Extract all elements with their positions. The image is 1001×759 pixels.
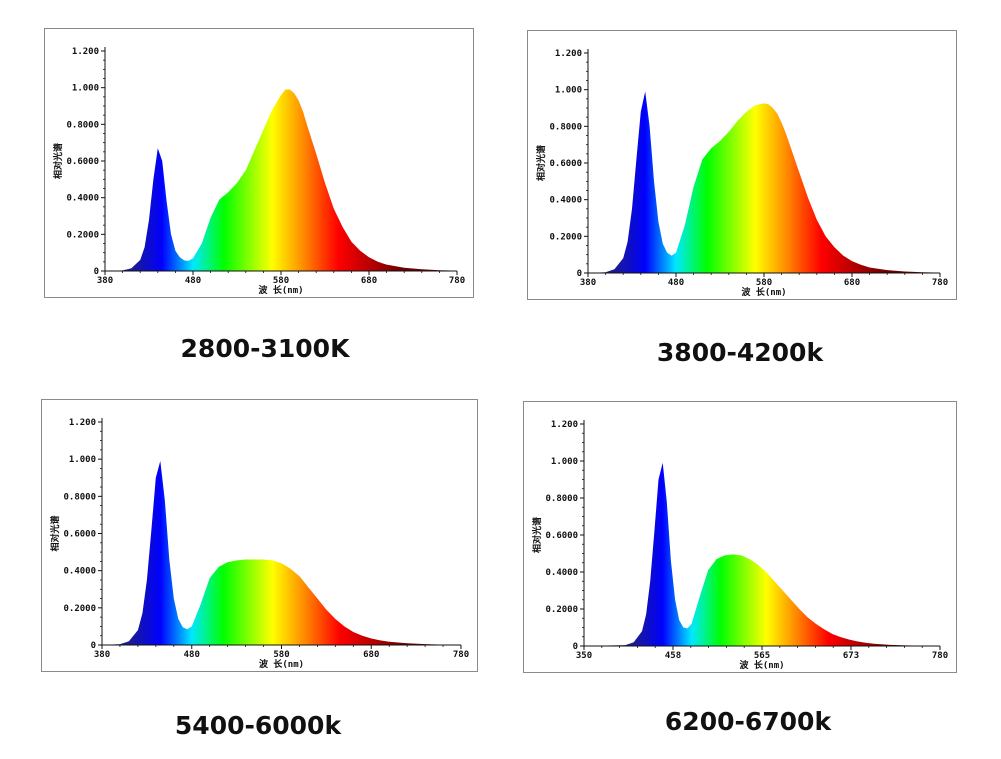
y-tick-label: 0.2000 bbox=[549, 232, 582, 242]
y-tick-label: 0.4000 bbox=[63, 567, 96, 577]
x-tick-label: 580 bbox=[273, 650, 289, 660]
spectrum-chart-2: 0 0.2000 0.4000 0.6000 0.8000 1.000 1.200 380 48… bbox=[535, 49, 948, 298]
y-tick-label: 0.6000 bbox=[66, 157, 99, 167]
y-tick-label: 1.200 bbox=[72, 47, 99, 57]
y-tick-label: 0.8000 bbox=[66, 120, 99, 130]
x-tick-label: 780 bbox=[449, 276, 465, 286]
y-tick-label: 1.000 bbox=[551, 457, 578, 467]
x-tick-label: 673 bbox=[843, 651, 859, 661]
x-tick-label: 380 bbox=[580, 278, 596, 288]
x-tick-label: 580 bbox=[756, 278, 772, 288]
chart-caption-3: 5400-6000k bbox=[174, 711, 342, 740]
spectrum-chart-1: 0 0.2000 0.4000 0.6000 0.8000 1.000 1.200 380 48… bbox=[52, 47, 465, 296]
y-tick-label: 0.8000 bbox=[549, 122, 582, 132]
y-tick-label: 1.200 bbox=[551, 420, 578, 430]
y-tick-label: 0.2000 bbox=[63, 604, 96, 614]
x-tick-label: 480 bbox=[185, 276, 201, 286]
y-tick-label: 0.8000 bbox=[63, 492, 96, 502]
y-tick-label: 0.2000 bbox=[66, 230, 99, 240]
x-tick-label: 350 bbox=[576, 651, 592, 661]
y-tick-label: 1.000 bbox=[72, 84, 99, 94]
y-tick-label: 0.6000 bbox=[545, 531, 578, 541]
chart-panel-2: 0 0.2000 0.4000 0.6000 0.8000 1.000 1.200 380 48… bbox=[527, 30, 957, 300]
y-tick-label: 0 bbox=[94, 267, 99, 277]
spectrum-area bbox=[105, 89, 457, 271]
x-tick-label: 580 bbox=[273, 276, 289, 286]
x-tick-label: 565 bbox=[754, 651, 770, 661]
x-tick-label: 780 bbox=[932, 278, 948, 288]
y-axis-label: 相对光谱 bbox=[531, 517, 543, 553]
x-axis-label: 波 长(nm) bbox=[258, 284, 303, 296]
x-tick-label: 780 bbox=[932, 651, 948, 661]
x-tick-label: 680 bbox=[363, 650, 379, 660]
spectrum-area bbox=[588, 91, 940, 273]
spectrum-chart-4: 0 0.2000 0.4000 0.6000 0.8000 1.000 1.200 350 45… bbox=[531, 420, 948, 671]
chart-panel-4: 0 0.2000 0.4000 0.6000 0.8000 1.000 1.200 350 45… bbox=[523, 401, 957, 673]
x-tick-label: 680 bbox=[844, 278, 860, 288]
y-tick-label: 1.200 bbox=[69, 418, 96, 428]
y-axis-label: 相对光谱 bbox=[52, 143, 64, 179]
y-tick-label: 0.6000 bbox=[63, 530, 96, 540]
x-tick-label: 480 bbox=[184, 650, 200, 660]
chart-caption-4: 6200-6700k bbox=[664, 707, 832, 736]
spectrum-area bbox=[584, 462, 940, 646]
y-tick-label: 1.000 bbox=[555, 86, 582, 96]
x-tick-label: 480 bbox=[668, 278, 684, 288]
y-tick-label: 0.6000 bbox=[549, 159, 582, 169]
chart-panel-3: 0 0.2000 0.4000 0.6000 0.8000 1.000 1.200 380 48… bbox=[41, 399, 478, 672]
chart-caption-2: 3800-4200k bbox=[656, 338, 824, 367]
y-tick-label: 0.4000 bbox=[545, 568, 578, 578]
y-tick-label: 0 bbox=[91, 641, 96, 651]
y-tick-label: 0.4000 bbox=[549, 196, 582, 206]
y-axis-label: 相对光谱 bbox=[535, 145, 547, 181]
y-axis-label: 相对光谱 bbox=[49, 515, 61, 551]
y-tick-label: 1.000 bbox=[69, 455, 96, 465]
y-tick-label: 1.200 bbox=[555, 49, 582, 59]
y-tick-label: 0.2000 bbox=[545, 605, 578, 615]
spectrum-area bbox=[102, 461, 461, 645]
chart-caption-1: 2800-3100K bbox=[180, 334, 350, 363]
y-tick-label: 0 bbox=[573, 642, 578, 652]
x-tick-label: 380 bbox=[97, 276, 113, 286]
x-axis-label: 波 长(nm) bbox=[259, 658, 304, 670]
x-axis-label: 波 长(nm) bbox=[739, 659, 784, 671]
y-tick-label: 0 bbox=[577, 269, 582, 279]
x-tick-label: 680 bbox=[361, 276, 377, 286]
y-tick-label: 0.4000 bbox=[66, 194, 99, 204]
x-tick-label: 380 bbox=[94, 650, 110, 660]
x-tick-label: 780 bbox=[453, 650, 469, 660]
chart-panel-1: 0 0.2000 0.4000 0.6000 0.8000 1.000 1.200 380 48… bbox=[44, 28, 474, 298]
spectrum-chart-3: 0 0.2000 0.4000 0.6000 0.8000 1.000 1.200 380 48… bbox=[49, 418, 469, 670]
x-tick-label: 458 bbox=[665, 651, 681, 661]
x-axis-label: 波 长(nm) bbox=[741, 286, 786, 298]
y-tick-label: 0.8000 bbox=[545, 494, 578, 504]
